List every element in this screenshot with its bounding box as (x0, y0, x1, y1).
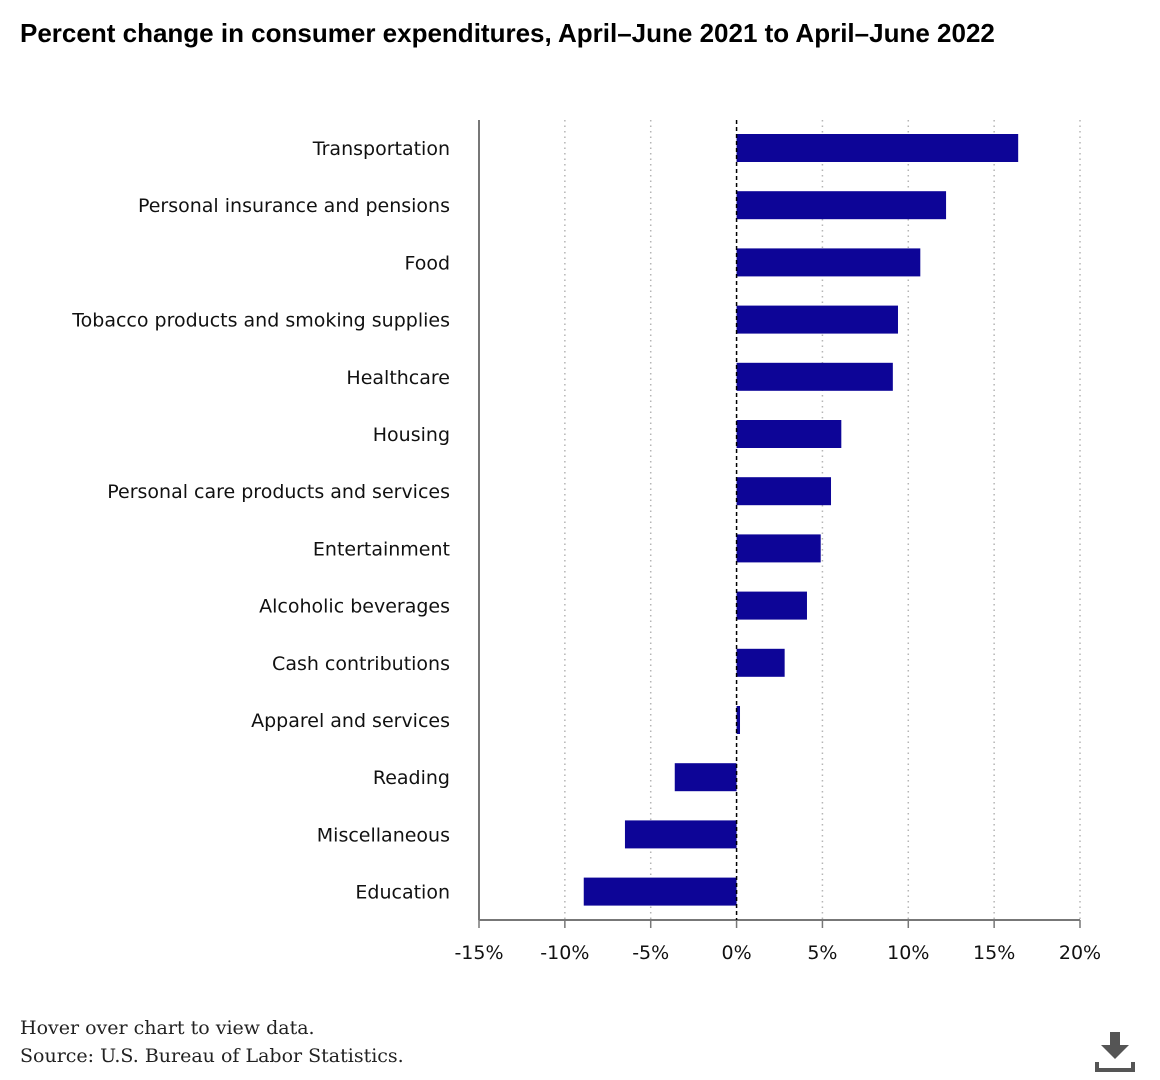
category-label: Reading (373, 767, 450, 789)
category-label: Miscellaneous (317, 824, 450, 846)
x-tick-label: -10% (540, 942, 589, 964)
x-tick-label: 0% (721, 942, 751, 964)
axes (478, 120, 1081, 928)
x-tick-label: 10% (887, 942, 929, 964)
category-label: Healthcare (346, 367, 450, 389)
bar[interactable] (736, 591, 807, 620)
category-labels: Transportation Personal insurance and pen… (71, 138, 450, 904)
x-tick-label: -15% (454, 942, 503, 964)
category-label: Cash contributions (272, 653, 450, 675)
x-tick-label: -5% (632, 942, 669, 964)
category-label: Personal care products and services (107, 481, 450, 503)
bar[interactable] (736, 477, 832, 506)
category-label: Apparel and services (251, 710, 450, 732)
hover-note: Hover over chart to view data. (20, 1017, 315, 1039)
category-label: Entertainment (313, 538, 450, 560)
bar[interactable] (736, 420, 842, 448)
x-tick-label: 20% (1059, 942, 1101, 964)
bar[interactable] (736, 191, 947, 220)
source-note: Source: U.S. Bureau of Labor Statistics. (20, 1045, 404, 1067)
bar[interactable] (736, 534, 821, 563)
bar[interactable] (674, 763, 737, 792)
x-tick-label: 15% (973, 942, 1015, 964)
bar[interactable] (736, 706, 741, 734)
bar[interactable] (583, 877, 737, 906)
bars (583, 134, 1019, 906)
x-tick-labels: -15% -10% -5% 0% 5% 10% 15% 20% (454, 942, 1101, 964)
bar-chart[interactable]: Transportation Personal insurance and pen… (0, 0, 1160, 1000)
category-label: Alcoholic beverages (259, 596, 450, 618)
x-tick-label: 5% (807, 942, 837, 964)
gridlines (564, 120, 1081, 920)
bar[interactable] (736, 362, 893, 391)
category-label: Personal insurance and pensions (138, 195, 450, 217)
bar[interactable] (736, 248, 921, 277)
category-label: Transportation (312, 138, 450, 160)
bar[interactable] (736, 134, 1019, 162)
category-label: Food (404, 252, 450, 274)
bar[interactable] (736, 648, 785, 677)
bar[interactable] (736, 305, 898, 334)
category-label: Housing (373, 424, 450, 446)
download-button[interactable] (1094, 1030, 1136, 1072)
category-label: Education (355, 882, 450, 904)
bar[interactable] (624, 820, 737, 849)
download-icon (1095, 1032, 1135, 1072)
category-label: Tobacco products and smoking supplies (71, 310, 450, 332)
chart-title: Percent change in consumer expenditures,… (20, 18, 995, 48)
chart-footer: Hover over chart to view data. Source: U… (20, 1014, 404, 1070)
